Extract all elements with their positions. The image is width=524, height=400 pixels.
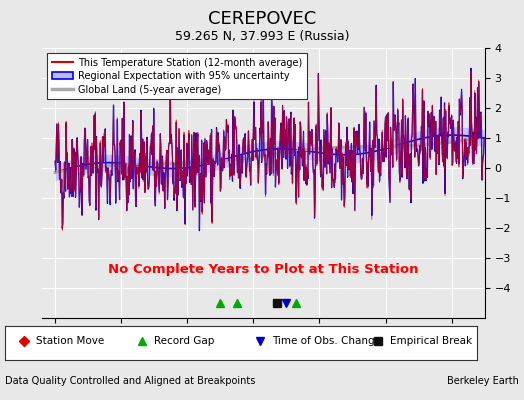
Text: CEREPOVEC: CEREPOVEC xyxy=(208,10,316,28)
Text: Berkeley Earth: Berkeley Earth xyxy=(447,376,519,386)
Text: Station Move: Station Move xyxy=(36,336,104,346)
Text: Record Gap: Record Gap xyxy=(154,336,214,346)
Text: Time of Obs. Change: Time of Obs. Change xyxy=(272,336,381,346)
Text: No Complete Years to Plot at This Station: No Complete Years to Plot at This Statio… xyxy=(108,263,419,276)
Text: Data Quality Controlled and Aligned at Breakpoints: Data Quality Controlled and Aligned at B… xyxy=(5,376,256,386)
Legend: This Temperature Station (12-month average), Regional Expectation with 95% uncer: This Temperature Station (12-month avera… xyxy=(47,53,307,99)
Text: 59.265 N, 37.993 E (Russia): 59.265 N, 37.993 E (Russia) xyxy=(174,30,350,43)
Text: Empirical Break: Empirical Break xyxy=(390,336,472,346)
